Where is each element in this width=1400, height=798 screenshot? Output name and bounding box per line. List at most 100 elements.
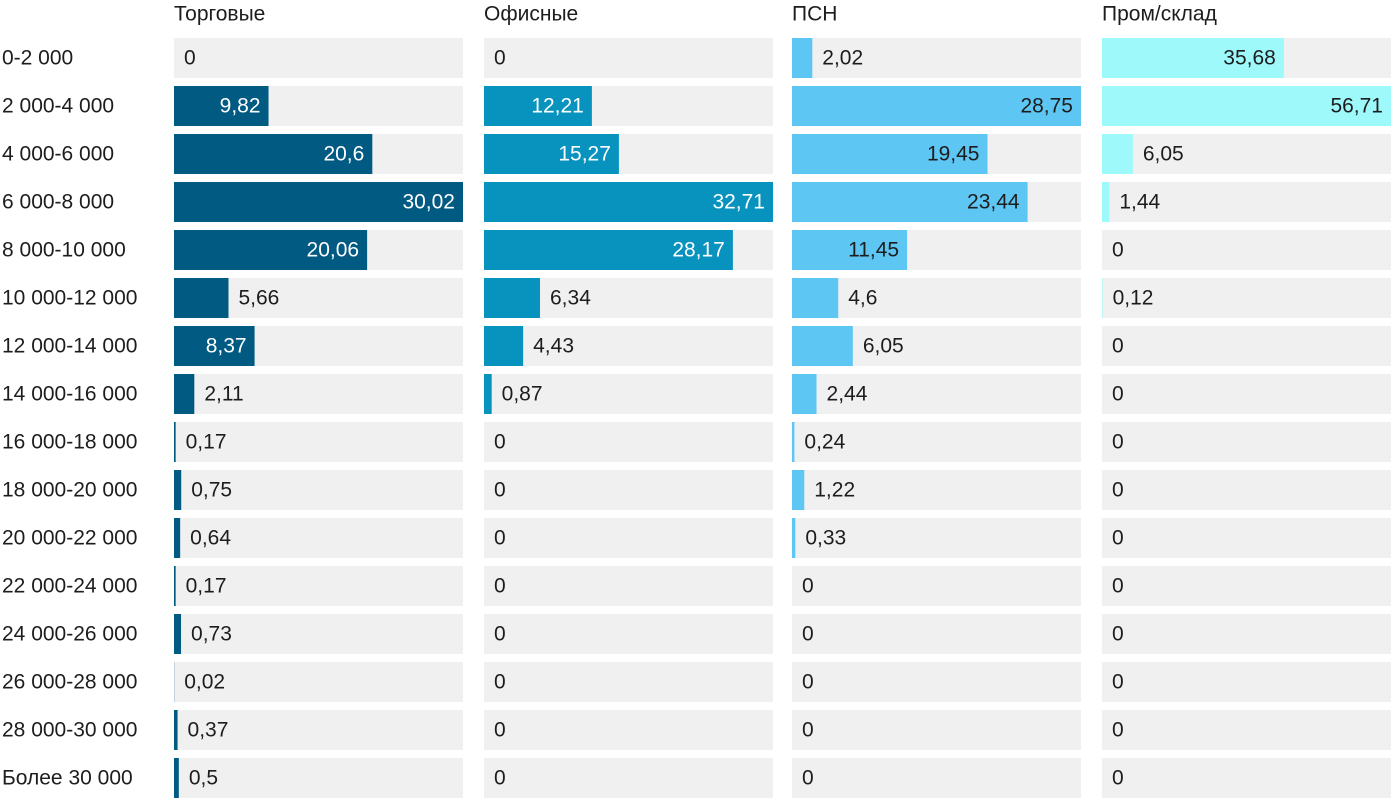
value-label: 2,11 [204, 383, 243, 406]
row-label: 4 000-6 000 [2, 143, 114, 166]
value-label: 0 [802, 719, 814, 742]
value-label: 0 [802, 575, 814, 598]
bar-background [1102, 662, 1391, 702]
bar [174, 230, 368, 270]
value-label: 0 [184, 47, 196, 70]
bar [792, 182, 1028, 222]
bar-background [174, 566, 463, 606]
bar [1102, 134, 1133, 174]
value-label: 2,44 [827, 383, 868, 406]
bar-background [174, 470, 463, 510]
row-label: 24 000-26 000 [2, 623, 137, 646]
bar-background [484, 326, 773, 366]
bar-background [174, 710, 463, 750]
value-label: 8,37 [206, 335, 247, 358]
bar [174, 422, 176, 462]
bar-background [1102, 758, 1391, 798]
bar-background [792, 758, 1081, 798]
bar [174, 182, 463, 222]
bar-background [792, 38, 1081, 78]
bar-background [1102, 182, 1391, 222]
value-label: 0,64 [190, 527, 231, 550]
value-label: 23,44 [967, 191, 1020, 214]
row-label: 16 000-18 000 [2, 431, 137, 454]
value-label: 56,71 [1330, 95, 1383, 118]
value-label: 0,87 [502, 383, 543, 406]
bar-background [792, 374, 1081, 414]
bar-background [484, 662, 773, 702]
value-label: 0 [802, 623, 814, 646]
row-label: 10 000-12 000 [2, 287, 137, 310]
value-label: 0 [494, 527, 506, 550]
value-label: 0 [494, 671, 506, 694]
bar [484, 182, 773, 222]
row-label: 8 000-10 000 [2, 239, 126, 262]
bar [484, 230, 733, 270]
value-label: 6,05 [1143, 143, 1184, 166]
bar-background [1102, 614, 1391, 654]
value-label: 0 [802, 671, 814, 694]
value-label: 30,02 [402, 191, 455, 214]
bar-background [1102, 374, 1391, 414]
bar-background [484, 614, 773, 654]
value-label: 0,5 [189, 767, 218, 790]
panel-title: Офисные [484, 3, 578, 26]
value-label: 0,17 [186, 575, 227, 598]
value-label: 15,27 [558, 143, 611, 166]
value-label: 0 [494, 431, 506, 454]
bar-background [1102, 566, 1391, 606]
bar-background [1102, 326, 1391, 366]
bar-background [1102, 278, 1391, 318]
bar [174, 470, 182, 510]
bar-background [174, 38, 463, 78]
value-label: 0,12 [1113, 287, 1154, 310]
row-label: 18 000-20 000 [2, 479, 137, 502]
value-label: 0 [1112, 431, 1124, 454]
value-label: 0,33 [805, 527, 846, 550]
value-label: 0,73 [191, 623, 232, 646]
value-label: 32,71 [712, 191, 765, 214]
value-label: 0,02 [184, 671, 225, 694]
bar-background [792, 470, 1081, 510]
value-label: 0 [1112, 575, 1124, 598]
bar-background [484, 374, 773, 414]
value-label: 0 [1112, 623, 1124, 646]
value-label: 0,24 [804, 431, 845, 454]
bar [484, 86, 592, 126]
value-label: 35,68 [1223, 47, 1276, 70]
bar-background [792, 614, 1081, 654]
bar-background [484, 422, 773, 462]
row-label: 12 000-14 000 [2, 335, 137, 358]
bar [792, 230, 908, 270]
bar-background [484, 38, 773, 78]
bar [1102, 182, 1110, 222]
bar [792, 518, 796, 558]
bar [792, 134, 988, 174]
bar-background [792, 710, 1081, 750]
bar [792, 374, 817, 414]
value-label: 0 [1112, 527, 1124, 550]
bar-background [174, 614, 463, 654]
value-label: 1,44 [1119, 191, 1160, 214]
panel-title: Пром/склад [1102, 3, 1217, 26]
bar [1102, 278, 1103, 318]
row-label: 14 000-16 000 [2, 383, 137, 406]
bar-background [484, 566, 773, 606]
bar [1102, 38, 1284, 78]
value-label: 0 [494, 575, 506, 598]
row-label: Более 30 000 [2, 767, 133, 790]
bar [792, 278, 839, 318]
value-label: 0 [1112, 239, 1124, 262]
row-label: 6 000-8 000 [2, 191, 114, 214]
value-label: 0 [494, 767, 506, 790]
bar-background [792, 566, 1081, 606]
bar [174, 518, 181, 558]
bar [174, 86, 269, 126]
value-label: 0 [1112, 767, 1124, 790]
bar-background [174, 758, 463, 798]
value-label: 28,75 [1020, 95, 1073, 118]
bar-background [1102, 518, 1391, 558]
value-label: 0 [1112, 335, 1124, 358]
row-label: 28 000-30 000 [2, 719, 137, 742]
